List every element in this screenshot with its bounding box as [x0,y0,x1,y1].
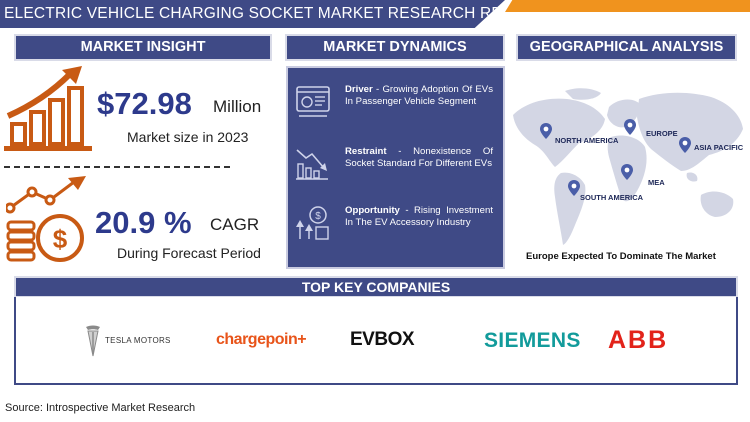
top-companies-heading: TOP KEY COMPANIES [14,276,738,298]
market-size-value: $72.98 [97,86,192,121]
region-label-north-america: NORTH AMERICA [555,136,619,145]
logo-chargepoint: chargepoin+ [216,331,307,348]
mea-pin-icon [621,164,633,180]
region-label-south-america: SOUTH AMERICA [580,193,644,202]
declining-chart-icon [296,149,328,180]
region-label-mea: MEA [648,178,665,187]
svg-text:$: $ [315,211,321,222]
asia-pacific-pin-icon [679,137,691,153]
growth-coin-icon: $ [296,206,329,240]
market-size-label: Market size in 2023 [127,129,249,145]
opportunity-text: - Rising Investment In The EV Accessory … [345,205,493,228]
restraint-text: - Nonexistence Of Socket Standard For Di… [345,146,493,169]
logo-abb: ABB [608,326,669,354]
world-map: NORTH AMERICA EUROPE ASIA PACIFIC MEA SO… [505,85,750,250]
logo-tesla-motors: TESLA MOTORS [105,336,171,345]
companies-panel: TESLA MOTORS chargepoin+ EVBOX SIEMENS A… [14,297,738,385]
page-title: ELECTRIC VEHICLE CHARGING SOCKET MARKET … [4,5,546,22]
divider [4,166,230,168]
bar-growth-icon [4,66,92,151]
logo-siemens: SIEMENS [484,329,581,352]
europe-pin-icon [624,119,636,135]
north-america-pin-icon [540,123,552,139]
source-note: Source: Introspective Market Research [5,402,196,414]
restraint-title: Restraint [345,146,387,157]
tesla-logo-icon [86,325,100,357]
cagr-label: During Forecast Period [117,245,261,261]
region-label-europe: EUROPE [646,129,678,138]
dashboard-icon [296,86,330,117]
svg-text:$: $ [53,224,68,254]
market-insight-heading: MARKET INSIGHT [14,34,272,61]
title-banner: ELECTRIC VEHICLE CHARGING SOCKET MARKET … [0,0,505,28]
driver-text: - Growing Adoption Of EVs In Passenger V… [345,84,493,107]
cagr-unit: CAGR [210,215,260,234]
region-label-asia-pacific: ASIA PACIFIC [694,143,744,152]
accent-stripe [505,0,750,12]
cagr-value: 20.9 % [95,205,192,240]
coin-growth-icon: $ [6,176,86,262]
south-america-pin-icon [568,180,580,196]
geo-caption: Europe Expected To Dominate The Market [526,251,716,262]
market-dynamics-heading: MARKET DYNAMICS [285,34,505,61]
opportunity-title: Opportunity [345,205,400,216]
market-dynamics-panel: Driver - Growing Adoption Of EVs In Pass… [286,66,505,269]
geographical-analysis-heading: GEOGRAPHICAL ANALYSIS [516,34,737,61]
driver-title: Driver [345,84,373,95]
market-size-unit: Million [213,97,262,116]
logo-evbox: EVBOX [350,329,415,350]
